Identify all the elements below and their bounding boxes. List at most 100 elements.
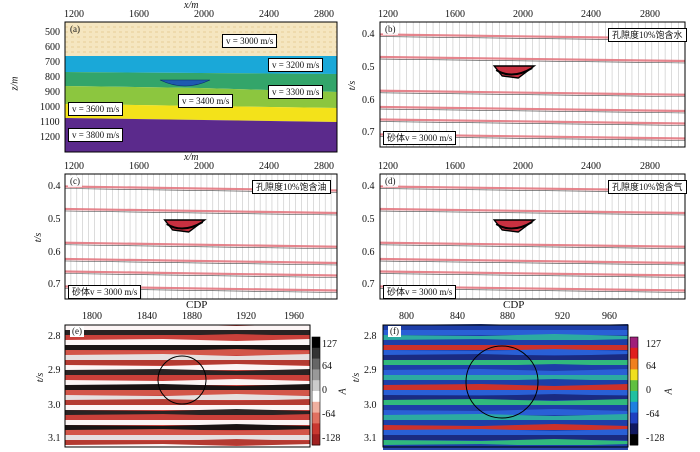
reflector-trace xyxy=(64,244,338,250)
panel-d-y-tick: 0.6 xyxy=(362,247,375,258)
panel-f: CDP 800 840 880 920 960 t/s 2.8 2.9 3.0 … xyxy=(350,300,700,452)
panel-c-x-tick: 2000 xyxy=(194,161,214,172)
panel-e-cbar-tick: 64 xyxy=(322,361,332,372)
panel-d-x-tick: 1200 xyxy=(378,161,398,172)
panel-d-x-tick: 2000 xyxy=(513,161,533,172)
panel-a-tag: (a) xyxy=(70,24,80,34)
panel-e-cbar-tick: -128 xyxy=(322,433,341,444)
reflector-line xyxy=(379,89,686,96)
reflector-trace xyxy=(379,121,686,126)
panel-c-y-tick: 0.6 xyxy=(48,247,61,258)
reflector-trace xyxy=(379,108,686,114)
reflector-trace xyxy=(379,58,686,64)
panel-c-section xyxy=(64,173,338,300)
panel-a-y-tick: 600 xyxy=(45,42,60,53)
panel-f-y-tick: 2.8 xyxy=(364,331,377,342)
panel-b: 1200 1600 2000 2400 2800 t/s 0.4 0.5 0.6… xyxy=(347,0,700,160)
anomaly-circle xyxy=(157,355,207,405)
section-frame xyxy=(382,324,629,448)
panel-c-x-tick: 1200 xyxy=(64,161,84,172)
amplitude-bands xyxy=(383,324,628,450)
panel-c-tag: (c) xyxy=(68,176,82,187)
reflector-line xyxy=(379,207,686,215)
panel-f-cbar-tick: -64 xyxy=(646,409,660,420)
panel-d-x-tick: 1600 xyxy=(445,161,465,172)
panel-d-x-tick: 2400 xyxy=(581,161,601,172)
reflector-line xyxy=(379,55,686,63)
panel-a-y-tick: 900 xyxy=(45,87,60,98)
panel-a-x-tick: 1600 xyxy=(129,9,149,20)
panel-e-x-tick: 1920 xyxy=(236,311,256,322)
panel-b-sand-label: 砂体v = 3000 m/s xyxy=(383,131,457,145)
panel-c-y-tick: 0.4 xyxy=(48,181,61,192)
panel-d-section xyxy=(379,173,686,300)
panel-c-x-tick: 2800 xyxy=(314,161,334,172)
reflector-line xyxy=(379,241,686,248)
panel-e-y-tick: 3.0 xyxy=(48,400,61,411)
reflector-trace xyxy=(379,273,686,278)
panel-b-y-tick: 0.4 xyxy=(362,29,375,40)
reflector-trace xyxy=(379,210,686,216)
layer-label: v = 3600 m/s xyxy=(68,102,124,116)
reflector-line xyxy=(379,105,686,113)
reflector-trace xyxy=(64,210,338,216)
panel-a-y-tick: 1000 xyxy=(40,102,60,113)
anomaly-base xyxy=(495,67,533,76)
reflector-trace xyxy=(64,273,338,278)
panel-a-y-tick: 1200 xyxy=(40,132,60,143)
panel-b-y-tick: 0.6 xyxy=(362,95,375,106)
layer-3000 xyxy=(65,22,337,56)
panel-e-section xyxy=(64,324,321,450)
reflector-trace xyxy=(379,244,686,250)
panel-c: x/m 1200 1600 2000 2400 2800 t/s 0.4 0.5… xyxy=(0,152,350,302)
panel-e-tag: (e) xyxy=(70,326,84,337)
colorbar xyxy=(629,336,639,446)
panel-b-tag: (b) xyxy=(383,24,398,35)
panel-c-y-tick: 0.7 xyxy=(48,279,61,290)
reflector-line xyxy=(64,207,338,215)
panel-a-frame xyxy=(64,21,338,153)
layer-label: v = 3300 m/s xyxy=(268,85,324,99)
reflector-trace xyxy=(64,260,338,266)
panel-d-x-tick: 2800 xyxy=(640,161,660,172)
panel-a-y-tick: 500 xyxy=(45,27,60,38)
layer-label: v = 3200 m/s xyxy=(268,58,324,72)
panel-a: x/m 1200 1600 2000 2400 2800 z/m 500 600… xyxy=(0,0,350,160)
panel-d-title: 孔隙度10%饱含气 xyxy=(608,180,687,194)
panel-f-x-tick: 800 xyxy=(399,311,414,322)
anomaly-circle xyxy=(465,345,539,419)
panel-f-x-tick: 920 xyxy=(555,311,570,322)
panel-f-x-label: CDP xyxy=(503,299,525,311)
amplitude-bands xyxy=(65,324,310,450)
panel-d-y-tick: 0.7 xyxy=(362,279,375,290)
panel-b-y-tick: 0.5 xyxy=(362,62,375,73)
reflector-line xyxy=(64,241,338,248)
reflector-line xyxy=(379,118,686,125)
panel-c-x-label: x/m xyxy=(184,152,199,163)
reflector-line xyxy=(379,270,686,277)
velocity-model xyxy=(64,21,338,153)
panel-a-y-tick: 700 xyxy=(45,57,60,68)
panel-d-sand-label: 砂体v = 3000 m/s xyxy=(383,285,457,299)
panel-f-cbar-tick: 64 xyxy=(646,361,656,372)
panel-b-x-tick: 1200 xyxy=(378,9,398,20)
reflector-line xyxy=(64,270,338,277)
section-frame xyxy=(64,324,311,448)
panel-d-y-tick: 0.5 xyxy=(362,214,375,225)
panel-f-cbar-tick: 127 xyxy=(646,339,661,350)
panel-e-cbar-tick: 127 xyxy=(322,339,337,350)
section-frame xyxy=(64,173,338,300)
panel-e-x-tick: 1880 xyxy=(182,311,202,322)
seismic-traces xyxy=(379,174,686,299)
panel-c-x-tick: 1600 xyxy=(129,161,149,172)
panel-e-x-label: CDP xyxy=(186,299,208,311)
reflector-line xyxy=(379,257,686,265)
panel-b-x-tick: 2000 xyxy=(513,9,533,20)
section-frame xyxy=(379,173,686,300)
panel-a-x-tick: 1200 xyxy=(64,9,84,20)
section-frame xyxy=(379,21,686,148)
panel-f-section xyxy=(382,324,639,450)
panel-f-cbar-label: A xyxy=(663,388,675,395)
panel-e-y-tick: 2.9 xyxy=(48,365,61,376)
panel-f-cbar-tick: 0 xyxy=(646,385,651,396)
